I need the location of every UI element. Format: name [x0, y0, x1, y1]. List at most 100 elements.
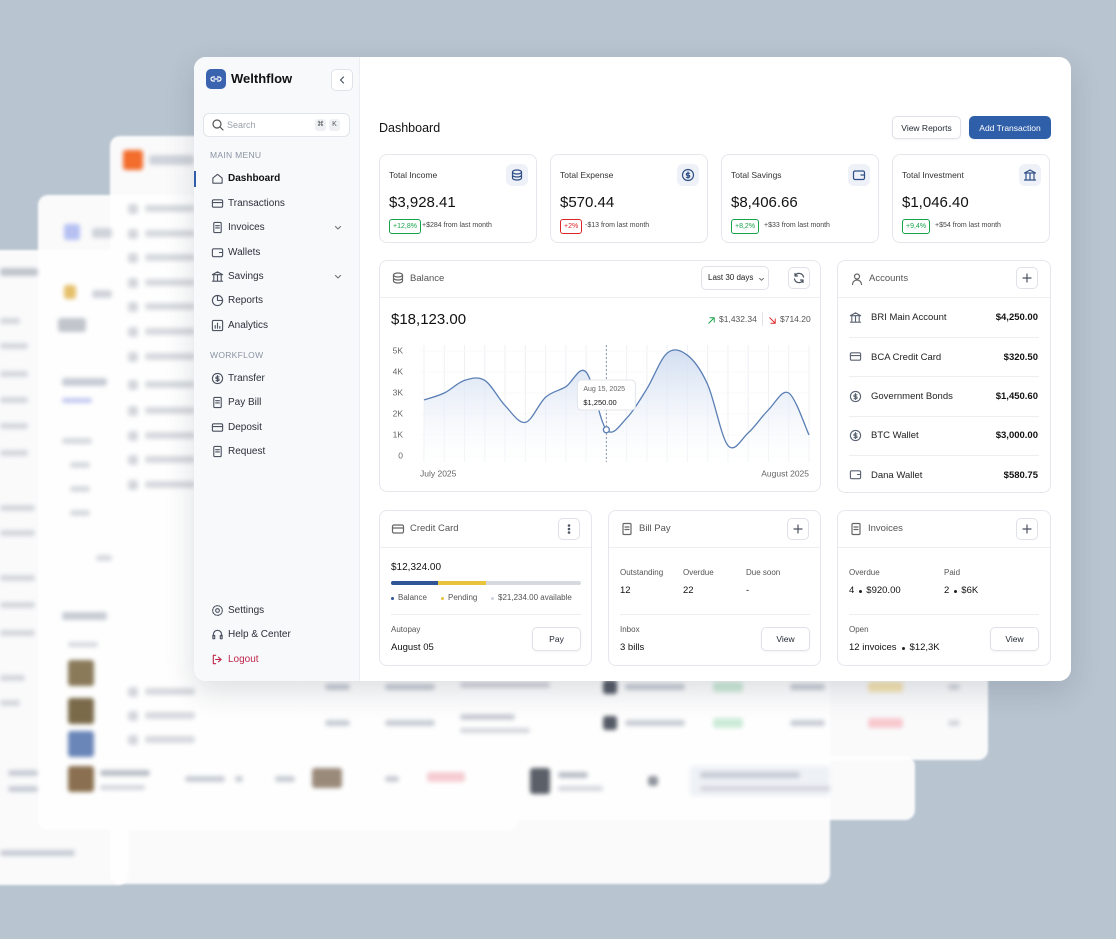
nav-label: Reports	[228, 295, 264, 306]
nav-item[interactable]	[203, 392, 350, 414]
range-dropdown[interactable]	[701, 266, 769, 290]
background-content	[868, 718, 903, 728]
background-content	[0, 371, 28, 377]
hover-point	[602, 426, 611, 434]
autopay-date: August 05	[391, 642, 434, 654]
background-content	[128, 278, 138, 288]
icon	[209, 72, 223, 86]
icon-shape	[339, 76, 345, 84]
refresh-button[interactable]	[788, 267, 810, 289]
change-badge: +8,2%	[731, 219, 760, 234]
nav-item[interactable]	[203, 290, 350, 312]
icon	[211, 118, 225, 132]
background-content	[62, 612, 107, 620]
icon-shape	[215, 400, 220, 404]
add-transaction-button[interactable]: Add Transaction	[969, 116, 1051, 139]
background-content	[145, 456, 195, 463]
background-content	[0, 700, 20, 706]
icon-shape	[212, 629, 223, 640]
stat-label: Overdue	[849, 568, 880, 578]
background-content	[145, 328, 195, 335]
pay-button[interactable]: Pay	[532, 627, 581, 651]
icon	[1023, 168, 1037, 182]
icon-shape	[210, 76, 222, 82]
stat-icon-bubble	[848, 164, 870, 186]
view-reports-button[interactable]: View Reports	[892, 116, 961, 139]
icon-shape	[849, 429, 862, 442]
icon-shape	[211, 423, 224, 432]
icon-shape	[213, 396, 222, 409]
sidebar	[194, 57, 360, 681]
icon-shape	[769, 317, 776, 324]
progress-track	[391, 581, 581, 585]
nav-item[interactable]	[203, 600, 350, 622]
stat-value: -	[746, 585, 750, 597]
nav-item[interactable]	[203, 368, 350, 390]
background-content	[68, 731, 94, 757]
search-box[interactable]	[203, 113, 350, 137]
nav-item[interactable]	[203, 266, 350, 288]
background-content	[68, 642, 98, 647]
stat-label: Paid	[944, 568, 961, 578]
divider	[849, 415, 1039, 417]
background-content	[68, 698, 94, 724]
stat-label: Total Income	[389, 169, 438, 180]
account-amount: $580.75	[1003, 469, 1038, 481]
icon-shape	[849, 312, 862, 323]
background-content	[385, 684, 435, 690]
background-content	[385, 776, 399, 782]
background-content	[713, 718, 743, 728]
nav-item[interactable]	[203, 217, 350, 239]
view-button[interactable]: View	[990, 627, 1039, 651]
nav-item[interactable]	[203, 315, 350, 337]
nav-item[interactable]	[203, 649, 350, 671]
background-content	[128, 327, 138, 337]
icon	[211, 653, 224, 666]
background-content	[128, 302, 138, 312]
background-content	[235, 776, 243, 782]
icon-shape	[681, 168, 695, 182]
view-button[interactable]: View	[761, 627, 810, 651]
background-content	[558, 786, 603, 791]
background-content	[128, 455, 138, 465]
section-title: WORKFLOW	[210, 349, 264, 360]
progress-balance	[391, 581, 438, 585]
background-content	[185, 776, 225, 782]
divider	[380, 297, 820, 298]
icon	[767, 313, 778, 324]
icon-shape	[212, 605, 223, 616]
more-button[interactable]	[558, 518, 580, 540]
card-title: Balance	[410, 273, 445, 285]
collapse-button[interactable]	[331, 69, 353, 91]
icon	[211, 372, 224, 385]
nav-item[interactable]	[203, 441, 350, 463]
icon-shape	[212, 173, 223, 184]
stat-value: $3,928.41	[389, 194, 456, 211]
background-content	[128, 352, 138, 362]
account-name: BCA Credit Card	[871, 351, 942, 363]
account-amount: $4,250.00	[995, 312, 1038, 324]
icon-shape	[849, 429, 862, 442]
background-content	[460, 728, 530, 733]
icon-shape	[210, 76, 222, 82]
background-content	[0, 575, 35, 581]
balance-area	[424, 349, 809, 462]
dot	[953, 589, 957, 593]
background-content	[145, 381, 195, 388]
background-content	[100, 785, 145, 790]
card-title: Accounts	[869, 273, 909, 285]
nav-item[interactable]	[203, 242, 350, 264]
dot	[902, 646, 906, 650]
icon	[852, 168, 866, 182]
nav-item[interactable]	[203, 417, 350, 439]
background-content	[325, 684, 350, 690]
nav-label: Help & Center	[228, 629, 291, 640]
icon-shape	[212, 629, 223, 637]
x-tick-label: August 2025	[761, 468, 809, 478]
search-placeholder: Search	[227, 119, 256, 130]
background-content	[145, 432, 195, 439]
divider	[849, 337, 1039, 338]
icon-shape	[708, 317, 715, 324]
icon-shape	[793, 524, 803, 534]
icon	[681, 168, 695, 182]
